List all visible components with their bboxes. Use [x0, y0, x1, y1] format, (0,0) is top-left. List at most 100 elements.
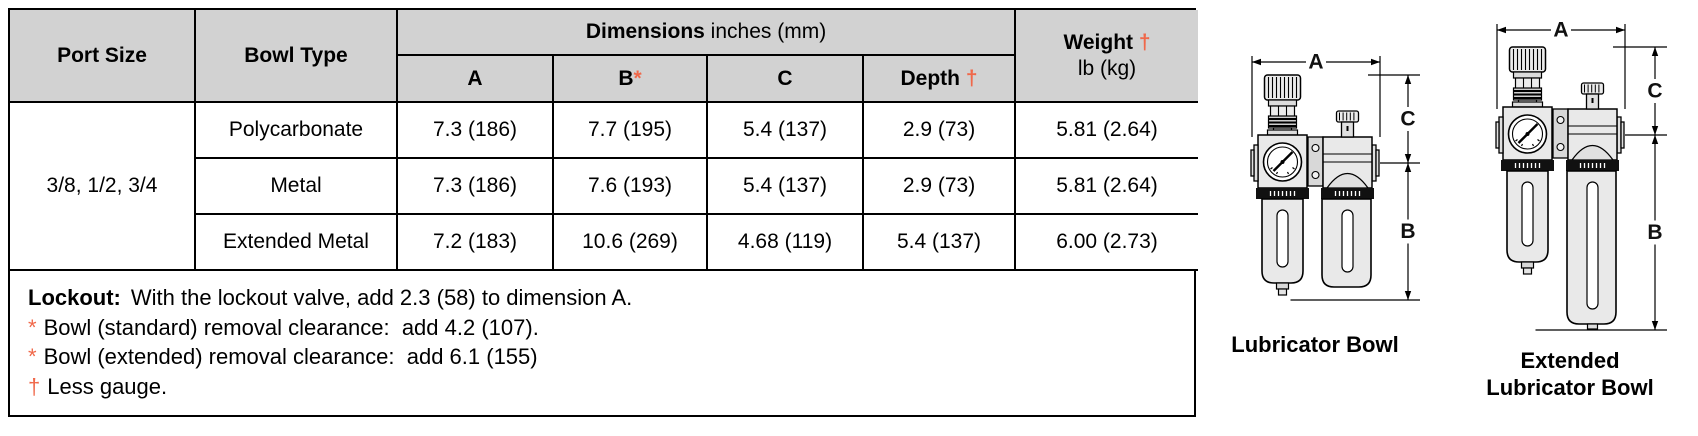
- dim-label-a: A: [1308, 51, 1323, 74]
- weight-units: lb (kg): [1077, 56, 1137, 80]
- dim-depth-cell: 5.4 (137): [861, 213, 1017, 271]
- gauge-hub: [1280, 160, 1285, 164]
- col-header-port-size: Port Size: [10, 10, 196, 103]
- weight-cell: 5.81 (2.64): [1014, 101, 1199, 159]
- dim-a-cell: 7.3 (186): [396, 157, 554, 215]
- knob-base: [1512, 71, 1543, 79]
- dim-b-cell: 7.7 (195): [552, 101, 708, 159]
- right-port-flange: [1620, 121, 1625, 149]
- table-row: 3/8, 1/2, 3/4 Polycarbonate 7.3 (186) 7.…: [10, 101, 1199, 271]
- dim-arrow: [1651, 47, 1659, 56]
- spec-table-container: Port Size Bowl Type Dimensions inches (m…: [8, 8, 1199, 417]
- dim-label-bg: [1645, 79, 1665, 103]
- dim-label-a: A: [1553, 19, 1568, 42]
- right-port-flange: [1375, 149, 1380, 177]
- dim-b-cell: 10.6 (269): [552, 213, 708, 271]
- dim-arrow: [1651, 135, 1659, 144]
- drain-valve: [1522, 267, 1533, 275]
- connector-screw: [1556, 142, 1565, 152]
- col-header-dimensions: Dimensions inches (mm): [395, 10, 1017, 56]
- weight-cell: 6.00 (2.73): [1014, 213, 1199, 271]
- drain-valve: [1277, 288, 1288, 296]
- adjustment-knob: [1263, 74, 1302, 101]
- col-header-weight: Weight † lb (kg): [1014, 10, 1199, 103]
- asterisk-marker: *: [28, 344, 37, 369]
- lubricator-dome: [1570, 144, 1615, 161]
- left-port-flange: [1495, 121, 1500, 149]
- dim-a-cell: 7.2 (183): [396, 213, 554, 271]
- gauge-tick: [1286, 171, 1290, 175]
- dim-arrow: [1404, 291, 1412, 300]
- bowl-type-cell: Polycarbonate: [194, 101, 398, 159]
- depth-dagger-marker: †: [965, 66, 978, 90]
- dim-arrow: [1404, 163, 1412, 172]
- gauge-hub: [1525, 132, 1530, 136]
- port-size-value: 3/8, 1/2, 3/4: [10, 101, 196, 271]
- connector-screw: [1311, 170, 1320, 180]
- drain-valve: [1275, 282, 1290, 290]
- gauge-tick: [1292, 167, 1295, 170]
- gauge-tick: [1520, 143, 1524, 147]
- sight-slot: [1276, 209, 1289, 268]
- knob-base: [1267, 99, 1298, 107]
- dagger-marker: †: [28, 373, 41, 399]
- dim-c-cell: 4.68 (119): [706, 213, 864, 271]
- asterisk-marker: *: [28, 314, 37, 340]
- dimensions-table: Port Size Bowl Type Dimensions inches (m…: [10, 10, 1199, 271]
- dim-arrow: [1404, 75, 1412, 84]
- gauge-tick: [1531, 143, 1535, 147]
- adjustment-knob: [1508, 46, 1547, 73]
- frl-diagram-standard: A C B: [1250, 50, 1420, 301]
- dim-c-cell: 5.4 (137): [706, 157, 864, 215]
- connector-screw: [1311, 143, 1320, 153]
- sight-slot: [1341, 209, 1354, 273]
- bowl-nub: [1586, 323, 1599, 330]
- col-header-c: C: [706, 54, 864, 103]
- dim-depth-cell: 2.9 (73): [861, 157, 1017, 215]
- dim-b-cell: 7.6 (193): [552, 157, 708, 215]
- col-header-b: B*: [552, 54, 708, 103]
- weight-dagger-marker: †: [1138, 30, 1151, 54]
- weight-cell: 5.81 (2.64): [1014, 157, 1199, 215]
- note-bowl-extended: * Bowl (extended) removal clearance: add …: [28, 344, 538, 369]
- dim-arrow: [1616, 26, 1625, 34]
- dim-label-c: C: [1400, 108, 1415, 131]
- diagram-caption: Lubricator Bowl: [1231, 332, 1399, 357]
- col-header-a: A: [397, 54, 554, 103]
- dim-label-bg: [1645, 220, 1665, 245]
- table-row: Extended Metal 7.2 (183) 10.6 (269) 4.68…: [10, 213, 1199, 271]
- dim-arrow: [1497, 26, 1506, 34]
- diagram-caption: Extended Lubricator Bowl: [1486, 348, 1654, 400]
- dim-label-bg: [1551, 18, 1571, 42]
- b-asterisk-marker: *: [633, 66, 642, 90]
- gauge-tick: [1270, 167, 1273, 170]
- note-bowl-standard: * Bowl (standard) removal clearance: add …: [28, 314, 539, 340]
- lubricator-dome: [1325, 172, 1370, 189]
- bowl-type-cell: Metal: [195, 157, 398, 215]
- dim-arrow: [1371, 58, 1380, 66]
- dim-label-bg: [1398, 107, 1418, 131]
- dim-label-bg: [1306, 50, 1326, 74]
- sight-slot: [1521, 181, 1534, 247]
- note-lockout: Lockout: With the lockout valve, add 2.3 …: [28, 285, 633, 310]
- dim-arrow: [1651, 126, 1659, 135]
- table-notes: Lockout: With the lockout valve, add 2.3 …: [10, 271, 1194, 415]
- dim-depth-cell: 2.9 (73): [861, 101, 1017, 159]
- gauge-tick: [1537, 139, 1540, 142]
- dimensions-units: inches (mm): [704, 20, 827, 43]
- left-port-flange: [1250, 149, 1255, 177]
- connector-screw: [1556, 115, 1565, 125]
- table-row: Metal 7.3 (186) 7.6 (193) 5.4 (137) 2.9 …: [10, 157, 1199, 215]
- dim-arrow: [1252, 58, 1261, 66]
- gauge-tick: [1515, 139, 1518, 142]
- drain-valve: [1520, 261, 1535, 269]
- dim-label-bg: [1398, 219, 1418, 244]
- gauge-tick: [1275, 171, 1279, 175]
- frl-diagram-extended: A C B: [1495, 18, 1667, 331]
- note-less-gauge: † Less gauge.: [28, 373, 168, 399]
- dim-arrow: [1404, 154, 1412, 163]
- dimensions-title: Dimensions: [585, 20, 705, 43]
- col-header-bowl-type: Bowl Type: [194, 10, 398, 103]
- dim-label-b: B: [1647, 221, 1662, 244]
